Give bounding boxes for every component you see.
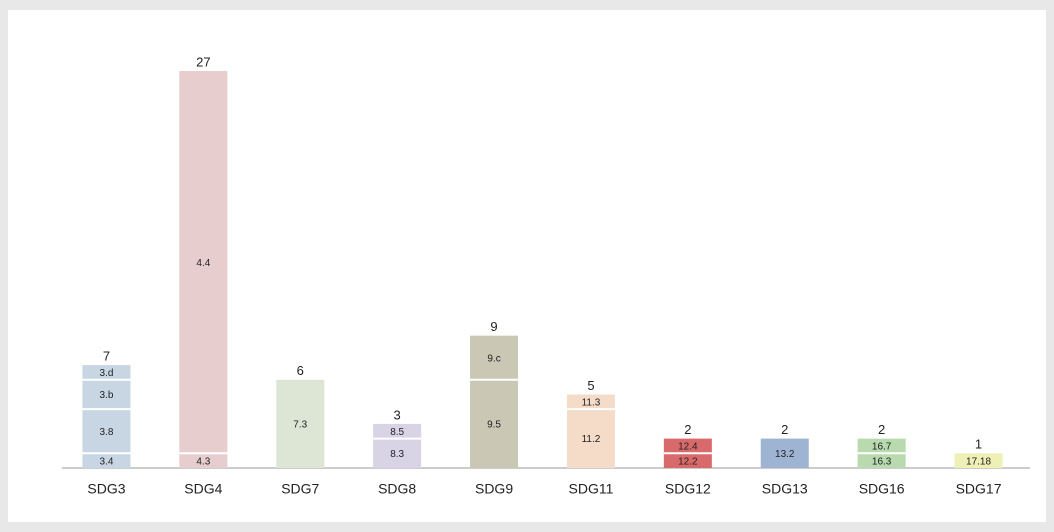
bar-segment [82, 365, 131, 380]
bar-segment [663, 438, 712, 454]
total-label: 2 [781, 422, 788, 437]
bar-segment [954, 453, 1003, 468]
x-tick-label: SDG17 [956, 481, 1002, 497]
x-tick-label: SDG16 [859, 481, 905, 497]
segment-label: 8.3 [390, 449, 404, 460]
segment-label: 13.2 [775, 449, 795, 460]
bar-segment [857, 453, 906, 468]
bar-segment [276, 379, 325, 468]
bar-segment [470, 335, 519, 380]
bar-segment [663, 453, 712, 468]
segment-label: 3.4 [99, 456, 113, 467]
segment-label: 16.3 [872, 456, 892, 467]
total-label: 5 [587, 378, 594, 393]
segment-label: 3.8 [99, 427, 113, 438]
segment-label: 12.4 [678, 442, 698, 453]
segment-label: 8.5 [390, 427, 404, 438]
x-tick-label: SDG12 [665, 481, 711, 497]
segment-label: 11.3 [582, 397, 601, 408]
total-label: 6 [297, 363, 304, 378]
total-label: 1 [975, 437, 982, 452]
bar-segment [373, 438, 422, 468]
segment-label: 17.18 [966, 456, 991, 467]
x-tick-label: SDG13 [762, 481, 808, 497]
total-label: 7 [103, 349, 110, 364]
bar-segment [82, 409, 131, 454]
bar-segment [760, 438, 809, 468]
segment-label: 3.d [99, 368, 113, 379]
x-tick-label: SDG9 [475, 481, 513, 497]
x-tick-label: SDG3 [87, 481, 125, 497]
bar-segment [82, 453, 131, 468]
bar-segment [857, 438, 906, 454]
segment-label: 9.c [487, 353, 500, 364]
x-tick-label: SDG11 [569, 481, 614, 497]
bar-segment [373, 423, 422, 439]
segment-label: 7.3 [293, 420, 307, 431]
segment-label: 9.5 [487, 420, 501, 431]
segment-label: 3.b [99, 390, 113, 401]
x-tick-label: SDG8 [378, 481, 416, 497]
bar-segment [566, 409, 615, 468]
bar-segment [82, 379, 131, 410]
segment-label: 12.2 [678, 456, 698, 467]
segment-label: 16.7 [872, 442, 892, 453]
total-label: 3 [394, 407, 401, 422]
bar-segment [179, 453, 228, 468]
segment-label: 11.2 [582, 434, 601, 445]
total-label: 2 [684, 422, 691, 437]
bar-segment [179, 71, 228, 454]
bar-segment [566, 394, 615, 410]
total-label: 27 [196, 54, 210, 69]
x-tick-label: SDG4 [184, 481, 222, 497]
bar-segment [470, 379, 519, 468]
segment-label: 4.3 [196, 456, 210, 467]
segment-label: 4.4 [196, 258, 210, 269]
x-tick-label: SDG7 [281, 481, 319, 497]
total-label: 2 [878, 422, 885, 437]
total-label: 9 [490, 319, 497, 334]
